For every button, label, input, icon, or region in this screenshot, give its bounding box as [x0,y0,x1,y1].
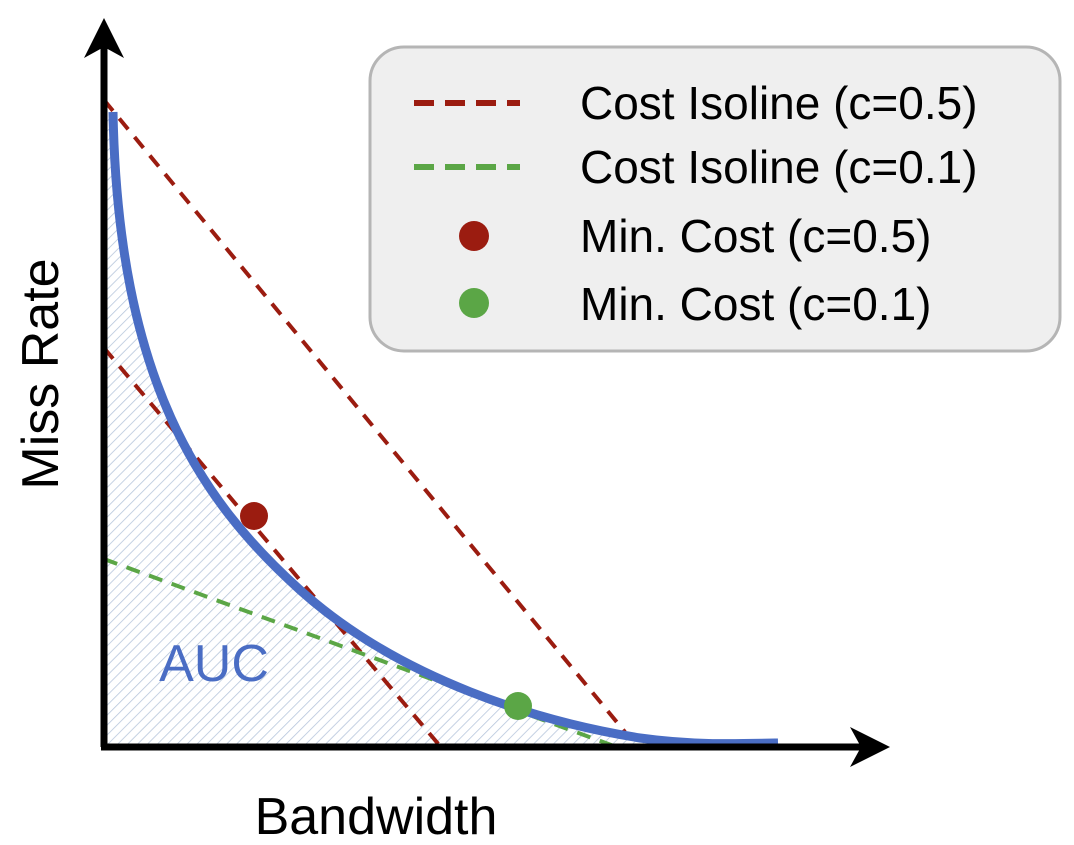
y-axis-arrowhead [84,18,124,58]
auc-area [104,112,778,747]
min-cost-marker-c05 [240,502,268,530]
min-cost-marker-c01 [504,692,532,720]
legend: Cost Isoline (c=0.5) Cost Isoline (c=0.1… [368,45,1062,353]
legend-label-min-cost-c05: Min. Cost (c=0.5) [580,210,932,262]
y-axis-label: Miss Rate [12,258,70,489]
legend-swatch-min-cost-c01 [459,288,489,318]
cost-isoline-c05-upper [102,98,627,734]
x-axis-label: Bandwidth [255,788,498,845]
cost-isoline-c01-tangent [103,557,615,748]
legend-box [368,45,1062,353]
cost-isoline-c05-tangent [102,346,442,748]
auc-label: AUC [159,635,269,693]
miss-rate-curve [108,111,779,749]
legend-label-cost-isoline-c01: Cost Isoline (c=0.1) [580,141,978,193]
x-axis-arrowhead [850,727,890,767]
legend-label-cost-isoline-c05: Cost Isoline (c=0.5) [580,77,978,129]
legend-label-min-cost-c01: Min. Cost (c=0.1) [580,278,932,330]
legend-swatch-min-cost-c05 [459,221,489,251]
